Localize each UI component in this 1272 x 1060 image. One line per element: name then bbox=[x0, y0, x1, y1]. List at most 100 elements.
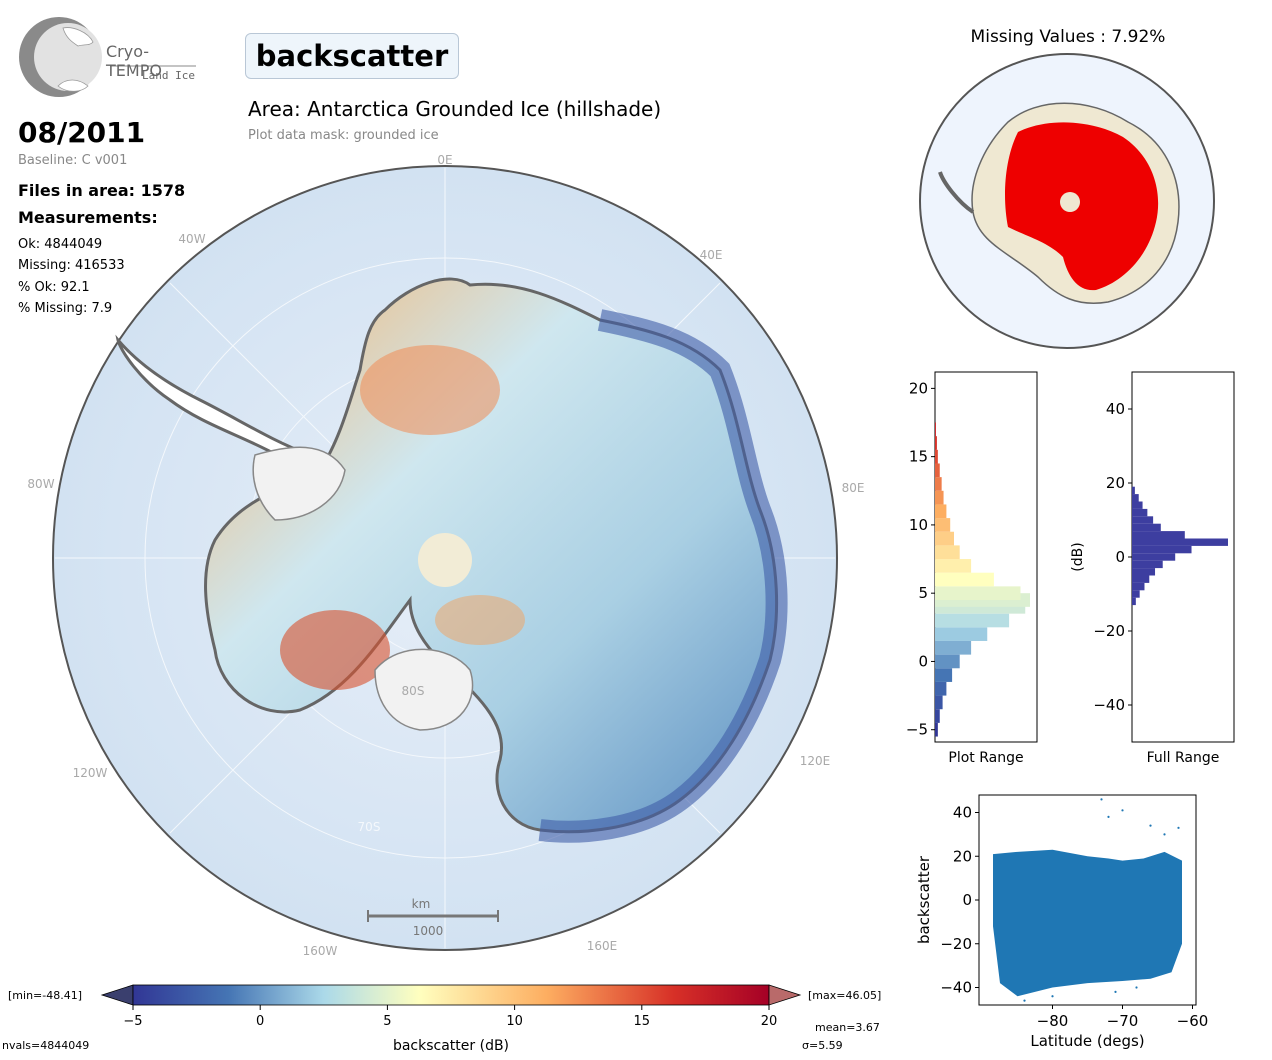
full-range-tick-label: 0 bbox=[1115, 548, 1125, 566]
colorbar-label: backscatter (dB) bbox=[393, 1038, 509, 1054]
full-range-bar bbox=[1132, 494, 1139, 502]
lon-label: 40E bbox=[700, 248, 723, 262]
mask-label: Plot data mask: grounded ice bbox=[248, 128, 439, 143]
scatter-point bbox=[1135, 986, 1138, 989]
colorbar-min-extend bbox=[100, 984, 134, 1006]
plot-range-xlabel: Plot Range bbox=[948, 750, 1023, 766]
colorbar: −5 0 5 10 15 20 [min=-48.41] [max=46.05] back… bbox=[2, 984, 881, 1054]
colorbar-tick-label: 5 bbox=[383, 1014, 391, 1029]
scale-bar: km 1000 bbox=[367, 897, 499, 938]
plot-range-bar bbox=[935, 477, 942, 491]
full-range-tick-label: 40 bbox=[1106, 400, 1125, 418]
ross-ice-shelf bbox=[374, 648, 474, 731]
peninsula bbox=[115, 334, 313, 473]
colorbar-tick-label: 0 bbox=[256, 1014, 264, 1029]
scatter-point bbox=[1051, 995, 1054, 998]
full-range-bar bbox=[1132, 531, 1185, 539]
full-range-bar bbox=[1132, 560, 1163, 569]
lon-label: 80W bbox=[27, 477, 54, 491]
missing-title: Missing Values : 7.92% bbox=[970, 27, 1166, 47]
longitude-labels: 0E 40E 80E 120E 160E 160W 120W 80W 40W 8… bbox=[27, 153, 864, 958]
plot-range-bar bbox=[935, 559, 972, 573]
lon-label: 160W bbox=[303, 944, 338, 958]
scatter-point bbox=[1121, 809, 1124, 812]
plot-range-bar bbox=[935, 436, 937, 450]
plot-range-bar bbox=[935, 709, 940, 723]
plot-range-tick-label: 0 bbox=[918, 652, 928, 670]
plot-range-bar bbox=[935, 681, 947, 696]
full-range-bar bbox=[1132, 575, 1150, 583]
colorbar-tick-label: 20 bbox=[761, 1014, 778, 1029]
full-range-bar bbox=[1132, 597, 1136, 606]
coastal-rim bbox=[538, 309, 788, 843]
full-range-bar bbox=[1132, 545, 1192, 554]
lon-label: 80E bbox=[842, 481, 865, 495]
scatter-ytick-label: −40 bbox=[940, 979, 972, 997]
missing-map bbox=[919, 53, 1215, 349]
plot-range-tick-label: 20 bbox=[909, 379, 928, 397]
pole-hole bbox=[418, 533, 472, 587]
lon-label: 0E bbox=[437, 153, 452, 167]
plot-range-bar bbox=[935, 490, 944, 505]
stat-pct-missing: % Missing: 7.9 bbox=[18, 301, 113, 316]
scatter-ytick-label: 0 bbox=[962, 891, 972, 909]
ronne-ice-shelf bbox=[252, 446, 346, 521]
lat-label: 80S bbox=[402, 684, 425, 698]
full-range-tick-label: −40 bbox=[1093, 696, 1125, 714]
scatter-ytick-label: 20 bbox=[953, 847, 972, 865]
full-range-bar bbox=[1132, 516, 1154, 524]
logo-globe-icon bbox=[19, 17, 196, 97]
plot-range-tick-label: 15 bbox=[909, 448, 928, 466]
colorbar-ticks: −5 0 5 10 15 20 bbox=[123, 1005, 777, 1029]
plot-range-bar bbox=[935, 504, 947, 519]
colorbar-nvals: nvals=4844049 bbox=[2, 1039, 89, 1052]
scatter-xtick-label: −70 bbox=[1107, 1012, 1139, 1030]
logo-name: Cryo-TEMPO bbox=[106, 42, 162, 80]
scatter-ytick-label: 40 bbox=[953, 804, 972, 822]
plot-range-bar bbox=[935, 463, 940, 478]
scatter-point bbox=[1149, 824, 1152, 827]
measurements-label: Measurements: bbox=[18, 208, 158, 227]
full-range-bar bbox=[1132, 590, 1140, 598]
colorbar-tick-label: −5 bbox=[123, 1014, 142, 1029]
full-range-ylabel: (dB) bbox=[1070, 542, 1086, 571]
plot-range-bar bbox=[935, 722, 938, 737]
colorbar-sigma: σ=5.59 bbox=[802, 1039, 843, 1052]
colorbar-tick-label: 15 bbox=[634, 1014, 651, 1029]
baseline-label: Baseline: C v001 bbox=[18, 153, 128, 168]
full-range-bar bbox=[1132, 538, 1228, 546]
missing-peninsula bbox=[938, 171, 975, 214]
full-range-bar bbox=[1132, 501, 1143, 509]
side-charts: −5 0 5 10 15 20 Plot Range 40 20 0 −20 −40 Full Rang… bbox=[906, 371, 1235, 1050]
full-range-bar bbox=[1132, 553, 1176, 561]
plot-range-bar bbox=[935, 668, 953, 682]
colorbar-gradient bbox=[132, 984, 770, 1006]
files-in-area: Files in area: 1578 bbox=[18, 181, 186, 200]
plot-range-bar bbox=[935, 518, 951, 532]
plot-range-tick-label: −5 bbox=[906, 721, 928, 739]
stat-missing: Missing: 416533 bbox=[18, 258, 125, 273]
plot-range-tick-label: 10 bbox=[909, 516, 928, 534]
plot-range-bar bbox=[935, 640, 972, 655]
full-range-tick-label: 20 bbox=[1106, 474, 1125, 492]
plot-range-bar bbox=[935, 545, 960, 560]
full-range-bar bbox=[1132, 508, 1148, 517]
full-range-bar bbox=[1132, 523, 1161, 532]
colorbar-tick-label: 10 bbox=[506, 1014, 523, 1029]
scatter-ytick-label: −20 bbox=[940, 935, 972, 953]
full-range-bar bbox=[1132, 486, 1135, 495]
scatter-xlabel: Latitude (degs) bbox=[1030, 1032, 1144, 1050]
plot-range-bar bbox=[935, 422, 936, 437]
lon-label: 120W bbox=[73, 766, 108, 780]
plot-range-bar bbox=[935, 654, 960, 669]
parameter-title: backscatter bbox=[245, 33, 459, 79]
colorbar-mean: mean=3.67 bbox=[815, 1021, 880, 1034]
plot-range-bar bbox=[935, 531, 954, 546]
svg-text:1000: 1000 bbox=[413, 924, 444, 938]
scatter-xtick-label: −80 bbox=[1037, 1012, 1069, 1030]
scatter-point bbox=[1107, 815, 1110, 818]
plot-range-bar bbox=[935, 449, 938, 464]
logo-sub: Land Ice bbox=[142, 69, 195, 82]
scatter-point bbox=[1100, 798, 1103, 801]
warm-patch bbox=[280, 610, 390, 690]
